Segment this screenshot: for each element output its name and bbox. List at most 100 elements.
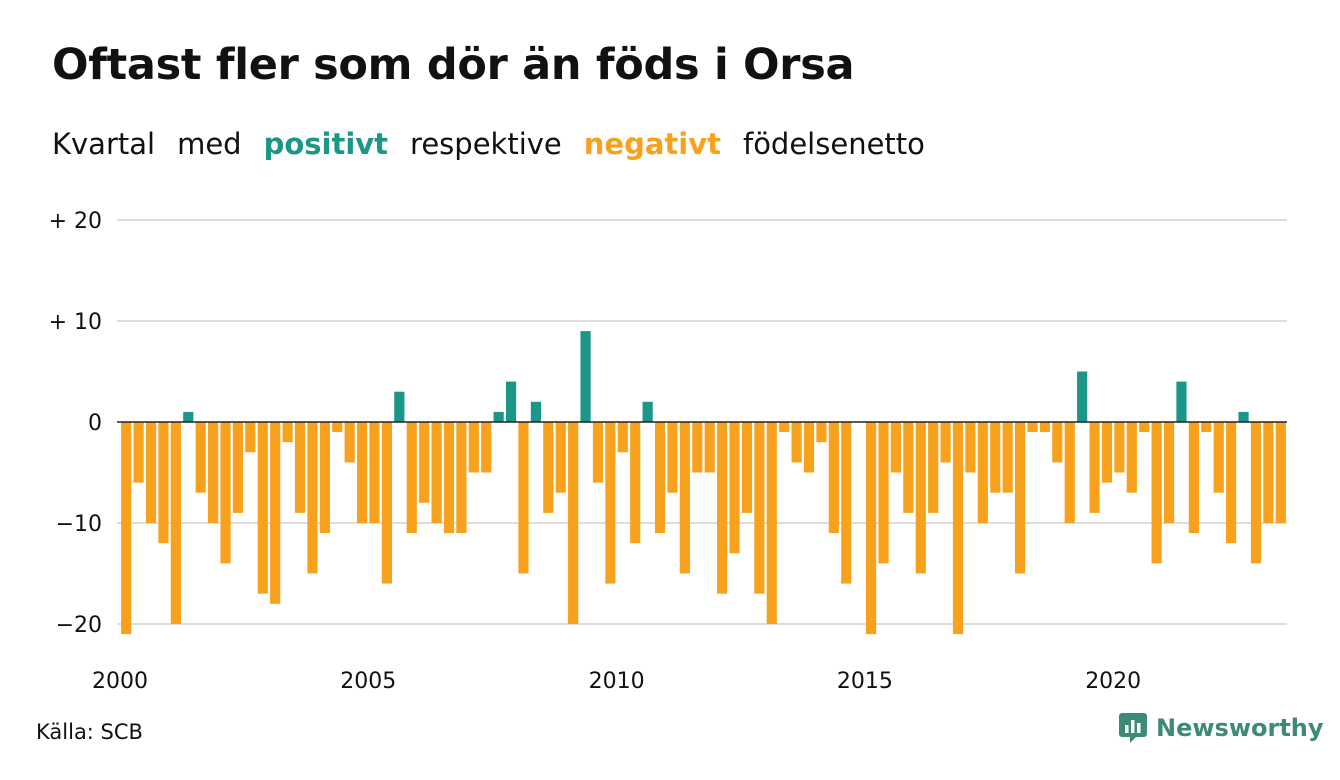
x-tick-label: 2010 <box>589 669 645 694</box>
bar <box>729 422 740 554</box>
bar <box>928 422 939 513</box>
bar <box>654 422 666 534</box>
bar <box>257 422 268 594</box>
bar <box>555 422 566 493</box>
bar <box>344 422 355 463</box>
bar <box>1027 422 1038 433</box>
y-axis: + 20 + 10 0 −10 −20 <box>49 209 102 638</box>
bar <box>481 422 492 473</box>
bar <box>965 422 976 473</box>
bar <box>977 422 988 523</box>
bar <box>816 422 827 443</box>
bar <box>1263 422 1274 523</box>
bar <box>319 422 330 534</box>
bar <box>282 422 293 443</box>
bar <box>679 422 690 574</box>
bar <box>158 422 169 544</box>
bar <box>505 381 517 422</box>
subtitle-negative-label: negativt <box>583 127 721 161</box>
bar <box>381 422 393 584</box>
bar <box>605 422 616 584</box>
brand-logo: Newsworthy <box>1118 712 1324 744</box>
bar <box>357 422 368 523</box>
bar <box>332 422 343 433</box>
bar <box>741 422 753 513</box>
y-tick-label: 0 <box>88 411 102 436</box>
bar <box>704 422 715 473</box>
bar <box>1139 422 1150 433</box>
bar <box>754 422 765 594</box>
bar <box>642 401 653 422</box>
bar <box>456 422 467 534</box>
x-tick-label: 2000 <box>92 669 148 694</box>
y-tick-label: + 20 <box>49 209 102 234</box>
source-note: Källa: SCB <box>36 720 143 744</box>
bar <box>766 422 777 624</box>
bar <box>791 422 802 463</box>
bar <box>1114 422 1125 473</box>
bar <box>1226 422 1237 544</box>
bar <box>779 422 790 433</box>
bar <box>667 422 678 493</box>
bar <box>443 422 455 534</box>
x-tick-label: 2005 <box>340 669 396 694</box>
bar <box>431 422 442 523</box>
bar <box>394 391 405 422</box>
subtitle-word-fodelsenetto: födelsenetto <box>742 127 925 161</box>
bar <box>245 422 256 453</box>
bar <box>1238 411 1249 422</box>
subtitle-word-kvartal: Kvartal <box>52 127 156 161</box>
bar <box>878 422 889 564</box>
bar <box>1163 422 1175 523</box>
y-tick-label: + 10 <box>49 310 102 335</box>
bar <box>1201 422 1212 433</box>
bar <box>866 422 877 635</box>
bar-chart: + 20 + 10 0 −10 −20 2000 2005 2010 2015 2020 <box>49 209 1287 694</box>
bar <box>1151 422 1162 564</box>
bar <box>803 422 815 473</box>
bar <box>145 422 157 523</box>
bar <box>1064 422 1075 523</box>
bar <box>617 422 628 453</box>
bar <box>195 422 206 493</box>
bar <box>1052 422 1063 463</box>
bar <box>270 422 281 604</box>
bar <box>133 422 144 483</box>
bar <box>232 422 244 513</box>
bar <box>630 422 641 544</box>
bar <box>940 422 951 463</box>
bar <box>1126 422 1137 493</box>
bar <box>568 422 579 624</box>
brand-name: Newsworthy <box>1156 714 1324 742</box>
bar <box>1213 422 1224 493</box>
bar <box>406 422 417 534</box>
bar <box>1176 381 1187 422</box>
y-tick-label: −10 <box>56 512 102 537</box>
y-tick-label: −20 <box>56 613 102 638</box>
bar <box>990 422 1001 493</box>
bar <box>841 422 852 584</box>
bar <box>369 422 380 523</box>
bar <box>903 422 914 513</box>
bar <box>952 422 964 635</box>
bar <box>1101 422 1113 483</box>
bar <box>1188 422 1199 534</box>
bar <box>915 422 926 574</box>
page-title: Oftast fler som dör än föds i Orsa <box>52 40 855 90</box>
bar <box>592 422 604 483</box>
bar <box>170 422 181 624</box>
bar <box>692 422 703 473</box>
subtitle-positive-label: positivt <box>263 127 389 161</box>
bar <box>1089 422 1100 513</box>
bar <box>220 422 231 564</box>
bar <box>493 411 504 422</box>
bar <box>419 422 430 503</box>
x-tick-label: 2015 <box>837 669 893 694</box>
bars <box>121 331 1286 635</box>
newsworthy-logo-icon <box>1119 713 1147 743</box>
bar <box>1250 422 1262 564</box>
bar <box>468 422 479 473</box>
bar <box>890 422 902 473</box>
x-tick-label: 2020 <box>1085 669 1141 694</box>
bar <box>828 422 839 534</box>
